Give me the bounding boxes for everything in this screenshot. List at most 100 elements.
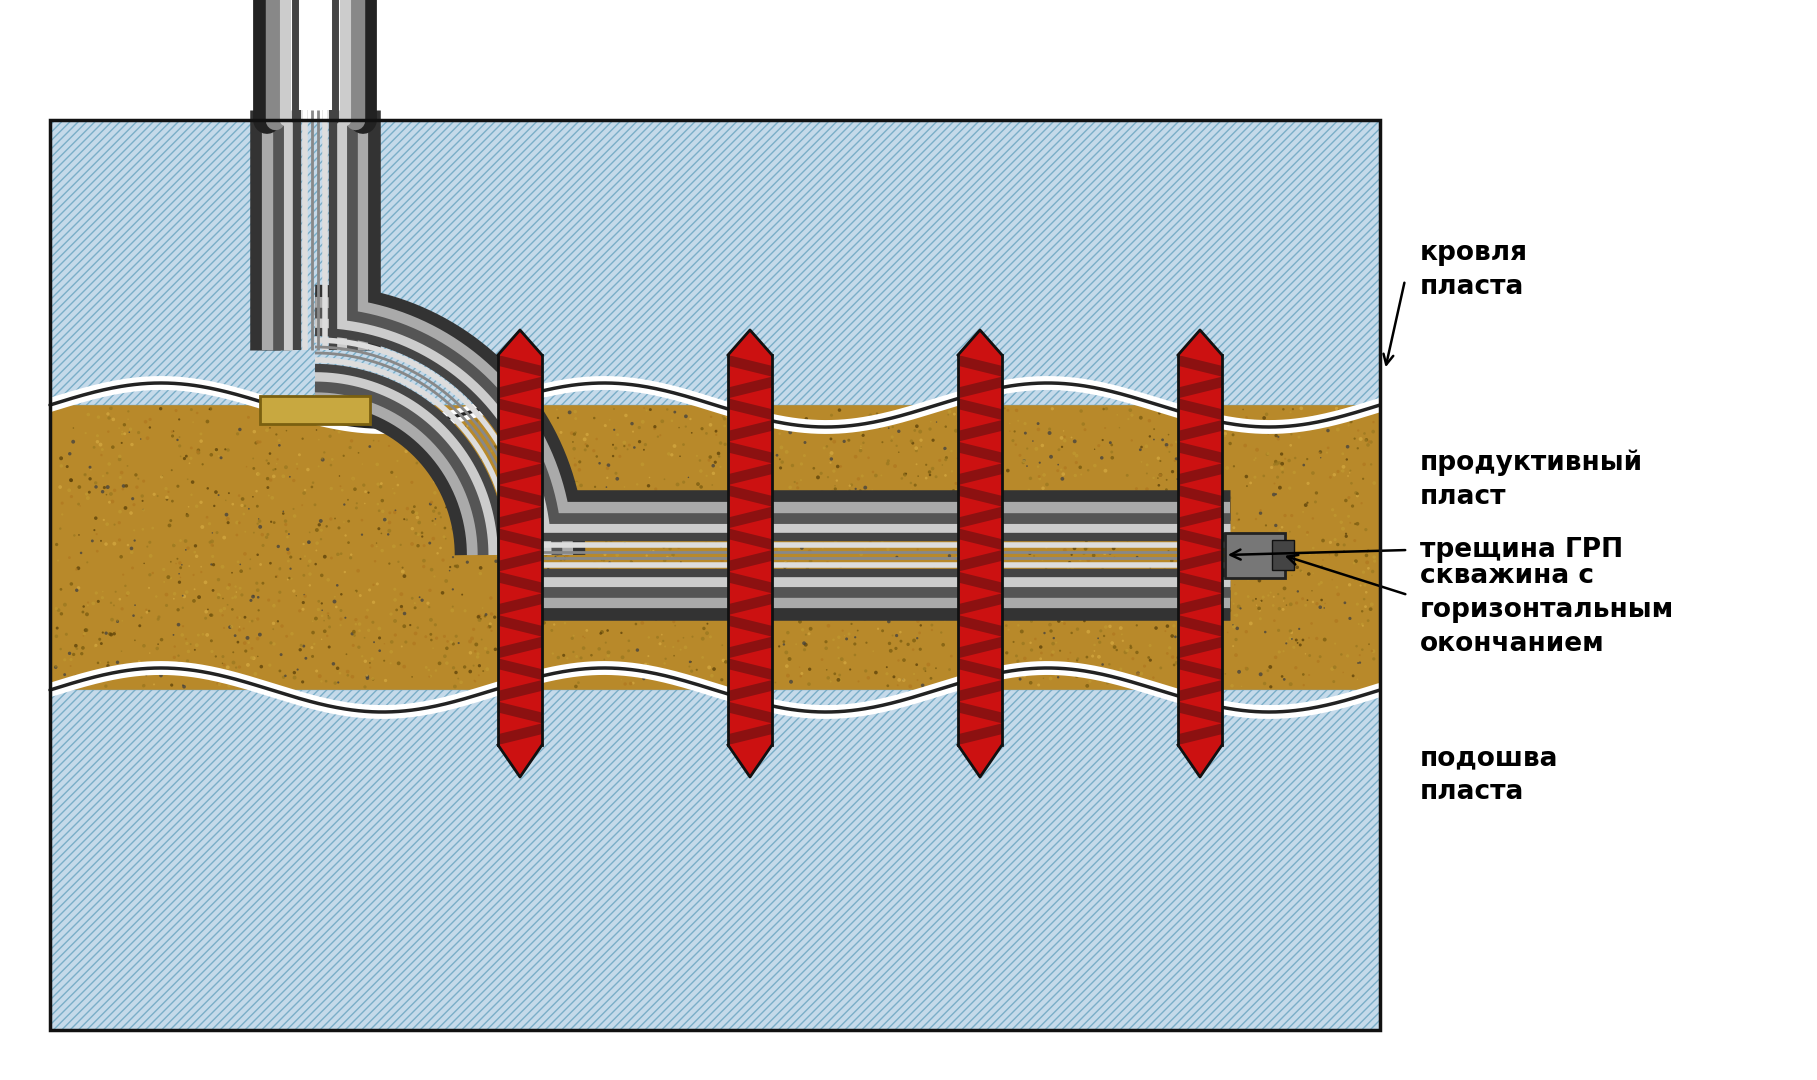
Point — [1134, 579, 1163, 596]
Point — [1223, 607, 1252, 624]
Point — [42, 536, 71, 553]
Point — [1114, 410, 1143, 428]
Point — [56, 488, 85, 505]
Point — [794, 525, 823, 542]
Point — [1167, 469, 1196, 486]
Point — [1128, 484, 1157, 501]
Point — [113, 457, 142, 474]
Point — [256, 554, 285, 571]
Polygon shape — [958, 507, 1001, 528]
Point — [978, 507, 1007, 524]
Point — [752, 566, 781, 583]
Point — [193, 626, 222, 644]
Point — [214, 514, 243, 531]
Point — [482, 519, 511, 537]
Point — [974, 633, 1003, 650]
Point — [912, 605, 941, 622]
Point — [983, 633, 1012, 650]
Point — [480, 608, 509, 625]
Point — [463, 514, 492, 531]
Point — [1199, 555, 1228, 572]
Point — [84, 433, 113, 450]
Point — [73, 485, 102, 502]
Point — [970, 593, 999, 610]
Point — [144, 635, 173, 652]
Point — [129, 659, 158, 676]
Point — [754, 563, 783, 580]
Point — [173, 471, 202, 488]
Point — [596, 554, 625, 571]
Point — [253, 526, 282, 543]
Point — [1359, 549, 1388, 566]
Point — [881, 512, 910, 529]
Point — [73, 594, 102, 611]
Point — [943, 525, 972, 542]
Point — [636, 401, 665, 418]
Point — [561, 648, 591, 665]
Point — [956, 550, 985, 567]
Polygon shape — [1177, 680, 1223, 702]
Point — [1332, 525, 1361, 542]
Point — [276, 468, 305, 485]
Point — [1150, 622, 1179, 639]
Point — [845, 673, 874, 690]
Point — [912, 470, 941, 487]
Point — [209, 590, 238, 607]
Point — [1208, 523, 1237, 540]
Point — [1123, 549, 1152, 566]
Point — [487, 577, 516, 594]
Point — [770, 554, 799, 571]
Point — [44, 602, 73, 619]
Point — [165, 559, 194, 577]
Point — [959, 422, 988, 440]
Point — [854, 449, 883, 467]
Point — [521, 497, 551, 514]
Point — [556, 404, 585, 421]
Polygon shape — [1177, 442, 1223, 463]
Point — [814, 617, 843, 634]
Point — [772, 557, 801, 575]
Point — [263, 612, 293, 630]
Point — [42, 659, 71, 676]
Point — [1096, 581, 1125, 598]
Point — [1147, 609, 1176, 626]
Point — [527, 435, 556, 453]
Point — [1346, 495, 1375, 512]
Point — [583, 530, 612, 548]
Point — [158, 626, 187, 644]
Point — [767, 459, 796, 476]
Point — [165, 410, 194, 428]
Point — [1212, 561, 1241, 578]
Point — [516, 488, 545, 505]
Point — [921, 414, 950, 431]
Point — [494, 652, 523, 670]
Point — [1268, 463, 1297, 481]
Point — [941, 537, 970, 554]
Point — [460, 657, 489, 674]
Point — [84, 593, 113, 610]
Point — [1038, 647, 1067, 664]
Point — [1152, 481, 1181, 498]
Point — [358, 405, 387, 422]
Point — [69, 598, 98, 616]
Point — [1079, 441, 1108, 458]
Point — [785, 613, 814, 631]
Point — [683, 594, 712, 611]
Point — [1294, 666, 1323, 684]
Point — [1001, 536, 1030, 553]
Point — [107, 434, 136, 451]
Point — [342, 583, 371, 600]
Point — [294, 534, 323, 551]
Point — [563, 564, 592, 581]
Point — [380, 612, 409, 630]
Point — [1270, 671, 1299, 688]
Point — [1265, 522, 1294, 539]
Point — [467, 610, 496, 627]
Point — [309, 612, 338, 630]
Point — [650, 471, 680, 488]
Point — [970, 572, 999, 590]
Point — [85, 653, 114, 671]
Point — [916, 413, 945, 430]
Point — [790, 635, 819, 652]
Point — [58, 419, 87, 436]
